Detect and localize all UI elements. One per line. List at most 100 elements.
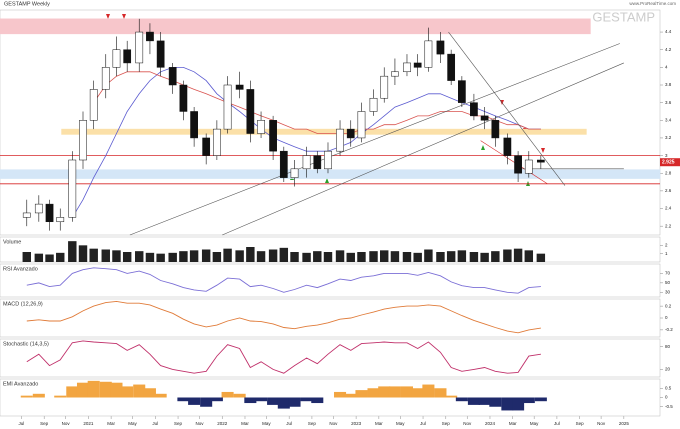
volume-bar xyxy=(446,251,456,262)
x-tick-label: May xyxy=(396,421,405,426)
x-tick-label: Sep xyxy=(308,421,317,426)
volume-bar xyxy=(135,251,144,262)
y-tick-label: 0 xyxy=(665,315,668,320)
x-tick-label: Mar xyxy=(241,421,249,426)
y-tick-label: 4 xyxy=(665,65,668,70)
volume-bar xyxy=(436,252,445,262)
y-tick-label: 2.2 xyxy=(665,223,672,228)
volume-bar xyxy=(491,251,500,262)
candle-body xyxy=(79,120,87,161)
sell-arrow xyxy=(541,148,545,153)
candle-body xyxy=(436,40,445,55)
volume-bar xyxy=(313,251,322,262)
y-tick-label: 4.2 xyxy=(665,47,672,52)
volume-bar xyxy=(246,247,255,262)
volume-bar xyxy=(189,250,199,262)
volume-bar xyxy=(22,252,31,262)
zone xyxy=(61,128,587,135)
volume-bar xyxy=(302,252,311,262)
x-tick-label: Jul xyxy=(554,421,560,426)
histogram-bar xyxy=(121,386,134,398)
histogram-bar xyxy=(66,386,79,398)
candle-body xyxy=(269,120,277,152)
volume-bar xyxy=(145,252,155,262)
volume-bar xyxy=(335,250,345,262)
x-tick-label: May xyxy=(530,421,539,426)
volume-bar xyxy=(168,252,177,262)
histogram-bar xyxy=(188,397,201,405)
panel-title: Stochastic (14,3,5) xyxy=(3,341,49,347)
candle-body xyxy=(380,75,389,99)
volume-bar xyxy=(346,252,355,262)
histogram-bar xyxy=(20,395,33,398)
histogram-bar xyxy=(411,388,424,398)
histogram-bar xyxy=(344,393,357,398)
candle-body xyxy=(213,128,221,156)
histogram-bar xyxy=(334,391,347,398)
x-tick-label: Mar xyxy=(509,421,517,426)
histogram-bar xyxy=(210,397,223,402)
histogram-bar xyxy=(133,384,146,398)
last-price-label: 2.925 xyxy=(662,160,675,166)
y-tick-label: 3.4 xyxy=(665,117,672,122)
buy-arrow xyxy=(325,178,329,183)
histogram-bar xyxy=(522,397,535,404)
candle-body xyxy=(168,67,177,86)
sell-arrow xyxy=(106,14,110,19)
histogram-bar xyxy=(378,386,391,398)
volume-bar xyxy=(390,251,400,262)
histogram-bar xyxy=(177,397,190,402)
y-tick-label: 50 xyxy=(665,280,671,285)
histogram-bar xyxy=(489,397,502,407)
indicator-line xyxy=(26,267,541,294)
histogram-bar xyxy=(501,397,514,411)
candle-body xyxy=(101,67,110,90)
histogram-bar xyxy=(110,382,123,398)
x-tick-label: May xyxy=(262,421,271,426)
candle-body xyxy=(424,40,433,68)
volume-bar xyxy=(323,252,333,262)
histogram-bar xyxy=(76,382,90,398)
candle-body xyxy=(391,71,399,77)
y-tick-label: 70 xyxy=(665,271,671,276)
candle-body xyxy=(324,150,332,170)
candle-body xyxy=(403,62,411,73)
y-tick-label: -0.2 xyxy=(665,327,673,332)
volume-bar xyxy=(156,253,165,262)
zone xyxy=(0,18,591,35)
histogram-bar xyxy=(143,388,156,398)
x-tick-label: 2022 xyxy=(217,421,228,426)
x-tick-label: Jul xyxy=(19,421,25,426)
candle-body xyxy=(302,155,311,170)
y-tick-label: 1 xyxy=(665,251,668,256)
x-tick-label: Mar xyxy=(375,421,383,426)
panel-frame xyxy=(0,338,661,378)
candle-body xyxy=(480,115,489,121)
volume-bar xyxy=(78,245,88,262)
volume-bar xyxy=(235,250,244,262)
candle-body xyxy=(135,31,144,64)
candle-body xyxy=(34,203,43,214)
panel-title: RSI Avanzado xyxy=(3,266,38,272)
volume-bar xyxy=(45,254,54,262)
candle-body xyxy=(202,137,211,156)
source: www.ProRealTime.com xyxy=(629,1,676,6)
candle-body xyxy=(68,159,77,218)
volume-bar xyxy=(201,249,211,262)
volume-bar xyxy=(89,248,98,262)
x-tick-label: Nov xyxy=(62,421,71,426)
histogram-bar xyxy=(455,397,468,402)
x-tick-label: Nov xyxy=(597,421,606,426)
y-tick-label: 3.2 xyxy=(665,135,672,140)
volume-bar xyxy=(34,253,44,262)
volume-bar xyxy=(68,241,77,262)
watermark: GESTAMP xyxy=(592,9,655,24)
y-tick-label: 3.6 xyxy=(665,100,672,105)
volume-bar xyxy=(536,253,546,262)
volume-bar xyxy=(256,251,266,262)
histogram-bar xyxy=(200,397,213,407)
volume-bar xyxy=(56,252,65,262)
volume-bar xyxy=(457,250,467,262)
